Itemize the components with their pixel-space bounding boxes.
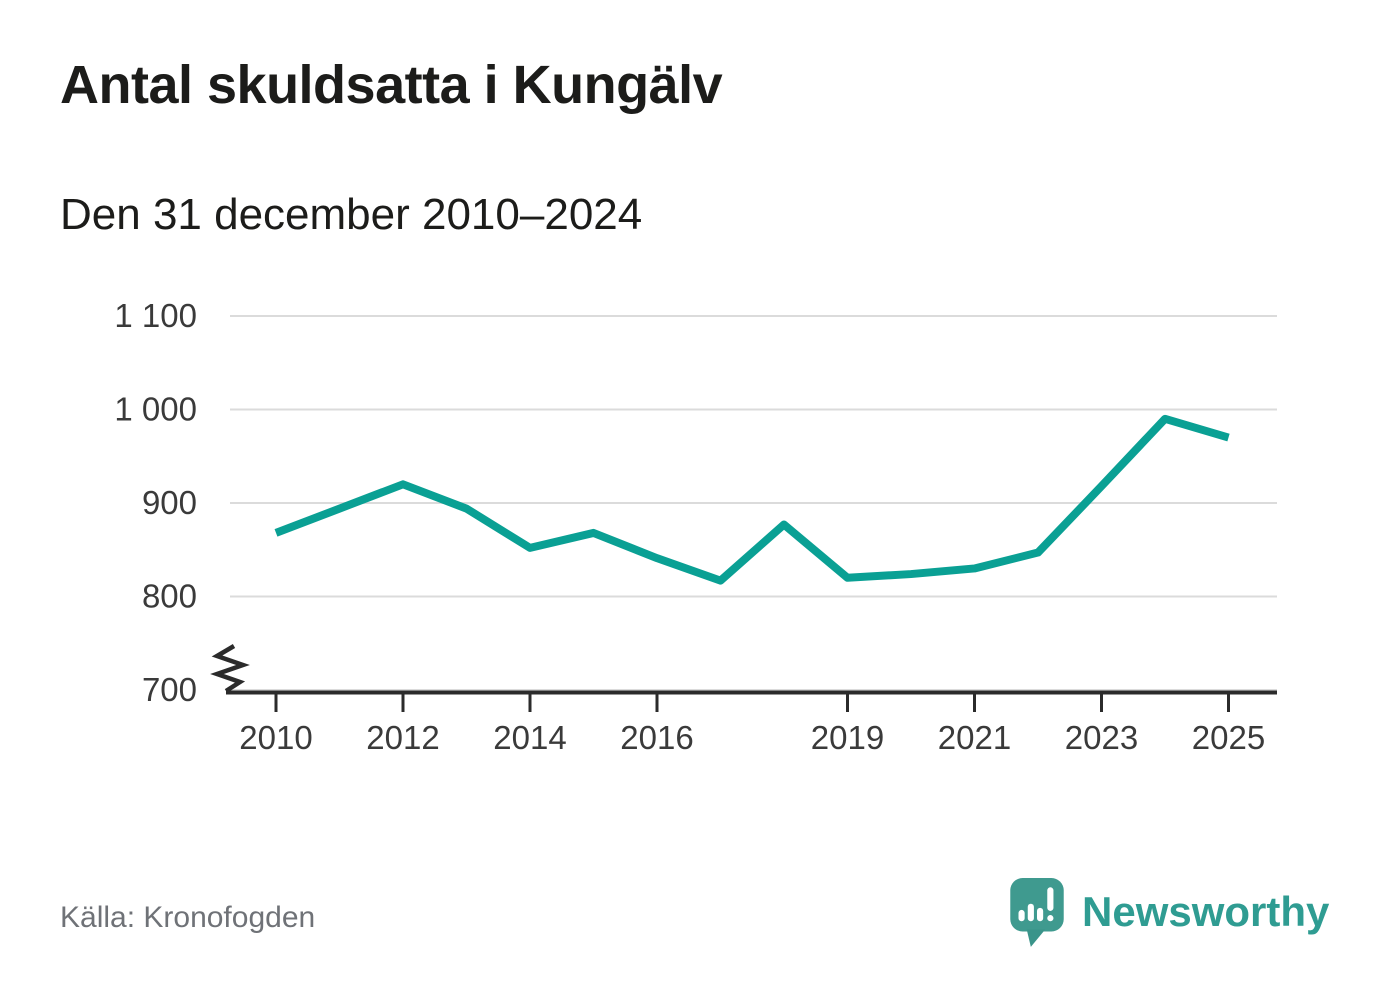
chart-subtitle: Den 31 december 2010–2024 — [60, 190, 643, 239]
axis-break-icon — [210, 644, 250, 693]
y-axis-tick-label: 800 — [142, 578, 197, 615]
data-line — [274, 414, 1230, 585]
x-axis-tick-label: 2010 — [239, 719, 312, 756]
x-axis — [226, 690, 1277, 712]
y-axis-labels: 1 100 1 000 900 800 700 — [114, 297, 197, 708]
chart-title: Antal skuldsatta i Kungälv — [60, 55, 723, 115]
newsworthy-logo: Newsworthy — [1008, 876, 1329, 950]
y-axis-tick-label: 900 — [142, 484, 197, 521]
newsworthy-logo-icon — [1010, 878, 1064, 947]
y-axis-tick-label: 1 100 — [114, 297, 197, 334]
source-note: Källa: Kronofogden — [60, 901, 316, 934]
y-gridlines — [230, 315, 1277, 691]
x-axis-tick-label: 2019 — [811, 719, 884, 756]
exclamation-icon — [1047, 887, 1054, 922]
y-axis-tick-label: 1 000 — [114, 391, 197, 428]
bar-chart-icon — [1018, 903, 1044, 922]
x-axis-labels: 2010 2012 2014 2016 2019 2021 2023 2025 — [239, 719, 1265, 756]
x-axis-tick-label: 2025 — [1192, 719, 1265, 756]
newsworthy-wordmark: Newsworthy — [1082, 888, 1330, 935]
x-axis-tick-label: 2014 — [493, 719, 566, 756]
x-axis-tick-label: 2016 — [620, 719, 693, 756]
data-series — [274, 414, 1230, 585]
x-axis-tick-label: 2023 — [1065, 719, 1138, 756]
y-axis-tick-label: 700 — [142, 671, 197, 708]
axis-break-squiggle — [210, 644, 250, 693]
x-axis-tick-label: 2021 — [938, 719, 1011, 756]
x-axis-tick-label: 2012 — [366, 719, 439, 756]
